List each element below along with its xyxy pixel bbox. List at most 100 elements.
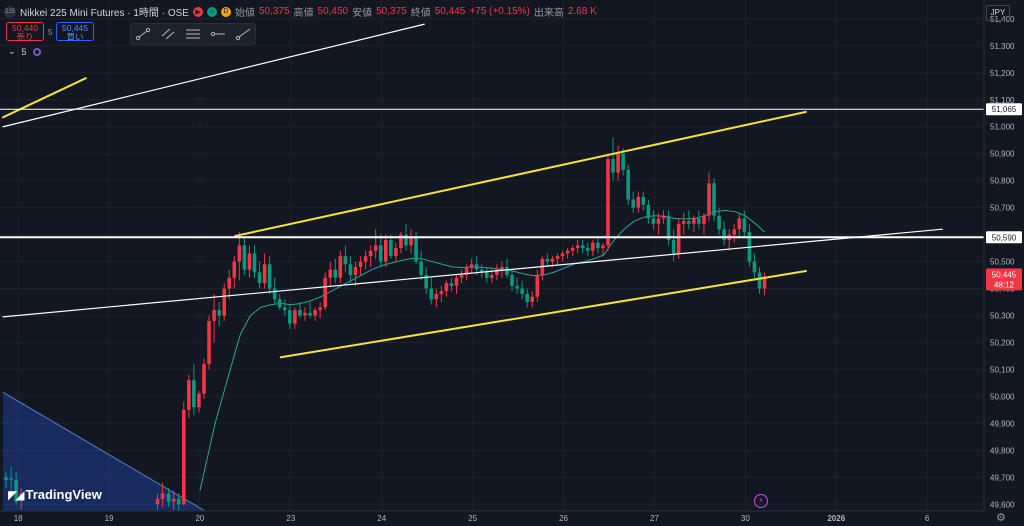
sync-icon[interactable]: ○ xyxy=(206,6,217,17)
candle-body xyxy=(358,261,363,267)
candle xyxy=(192,364,196,416)
sell-button[interactable]: 50,440 売り xyxy=(6,22,44,42)
candle xyxy=(585,242,590,257)
high-value: 50,450 xyxy=(317,6,349,17)
candle xyxy=(505,258,509,278)
price-tick-label: 51,400 xyxy=(990,15,1015,24)
indicator-dot-icon[interactable] xyxy=(32,47,41,56)
candle xyxy=(217,302,221,327)
price-label: 51,065 xyxy=(992,105,1017,114)
candle-body xyxy=(192,380,196,408)
candle-body xyxy=(646,204,651,219)
candle xyxy=(757,266,762,294)
candle-body xyxy=(217,310,221,316)
candle-body xyxy=(722,229,726,240)
candle xyxy=(490,269,494,284)
candle-body xyxy=(4,477,8,480)
candle-body xyxy=(737,218,742,230)
time-axis[interactable]: 18 19 20 23 24 25 26 27 30 2026 6 xyxy=(0,510,984,523)
candle xyxy=(207,315,211,370)
candle xyxy=(222,283,226,321)
candle xyxy=(429,277,434,305)
candle xyxy=(671,229,676,262)
candle xyxy=(353,261,358,286)
candle xyxy=(676,218,681,259)
candle-body xyxy=(570,248,575,251)
trend-line[interactable] xyxy=(2,228,943,318)
price-tick-label: 50,500 xyxy=(990,258,1015,267)
candle-body xyxy=(560,253,565,257)
candle-body xyxy=(626,169,630,200)
candle xyxy=(651,210,656,230)
candle-body xyxy=(601,245,605,249)
candle-body xyxy=(490,275,494,278)
candle-body xyxy=(288,310,292,324)
low-value: 50,375 xyxy=(376,6,407,17)
candle-body xyxy=(500,266,504,270)
trend-line[interactable] xyxy=(2,77,87,119)
candle xyxy=(474,256,479,276)
candle xyxy=(525,288,529,308)
candle-body xyxy=(717,215,721,230)
ray-tool-icon[interactable] xyxy=(233,26,253,42)
candle-body xyxy=(353,266,358,276)
price-tick-label: 51,200 xyxy=(990,69,1015,78)
candle xyxy=(666,210,671,246)
candle-body xyxy=(19,493,23,501)
candle xyxy=(378,234,383,267)
flag-icon[interactable]: ▶ xyxy=(192,6,203,17)
candle-body xyxy=(469,264,474,267)
candle xyxy=(727,229,731,251)
price-axis[interactable]: 51,400 51,300 51,200 51,100 51,000 50,900 50,8… xyxy=(983,0,1024,526)
candle-body xyxy=(454,277,459,286)
buy-button[interactable]: 50,445 買い xyxy=(56,22,94,42)
candle xyxy=(338,250,343,284)
candle-body xyxy=(641,196,646,205)
candle xyxy=(454,275,459,294)
candle-body xyxy=(333,269,338,278)
candle xyxy=(424,266,428,294)
candle-body xyxy=(272,288,277,300)
horizontal-ray-tool-icon[interactable] xyxy=(208,26,228,42)
horizontal-lines[interactable] xyxy=(0,108,984,239)
candle-body xyxy=(308,312,312,316)
candle-body xyxy=(429,288,434,300)
candle xyxy=(606,153,610,251)
candle-body xyxy=(636,196,641,208)
time-tick-label: 6 xyxy=(925,514,930,523)
time-tick-label: 23 xyxy=(286,514,295,523)
candle-body xyxy=(409,237,413,246)
candle-body xyxy=(621,153,625,170)
symbol-badge[interactable]: 225 xyxy=(4,5,16,18)
parallel-channel-tool-icon[interactable] xyxy=(158,26,178,42)
interval-value[interactable]: 5 xyxy=(21,46,27,57)
lightning-icon[interactable]: ⚡ xyxy=(754,494,768,508)
chart-title[interactable]: Nikkei 225 Mini Futures · 1時間 · OSE xyxy=(20,8,189,19)
chevron-down-icon[interactable]: ⌄ xyxy=(8,46,16,56)
candle xyxy=(484,266,489,284)
trend-line[interactable] xyxy=(234,110,807,237)
candle xyxy=(545,253,550,267)
gear-icon[interactable]: ⚙ xyxy=(996,512,1006,524)
candle xyxy=(383,234,388,267)
candle xyxy=(464,264,469,281)
horizontal-lines-tool-icon[interactable] xyxy=(183,26,203,42)
candle xyxy=(252,245,257,278)
candle xyxy=(500,261,504,278)
candle xyxy=(389,234,393,259)
candle xyxy=(616,145,620,181)
candle xyxy=(237,231,242,281)
trend-line-tool-icon[interactable] xyxy=(133,26,153,42)
candle xyxy=(631,191,636,214)
candle xyxy=(717,207,721,235)
delayed-data-icon[interactable]: D xyxy=(220,6,231,17)
candle-body xyxy=(237,245,242,262)
currency-button[interactable]: JPY xyxy=(986,5,1010,21)
tradingview-logo[interactable]: ◤◢ TradingView xyxy=(8,487,102,502)
trend-line[interactable] xyxy=(279,270,807,359)
candle xyxy=(323,272,327,311)
candle-body xyxy=(525,293,529,303)
trend-lines[interactable] xyxy=(2,23,943,359)
candle xyxy=(747,223,752,267)
